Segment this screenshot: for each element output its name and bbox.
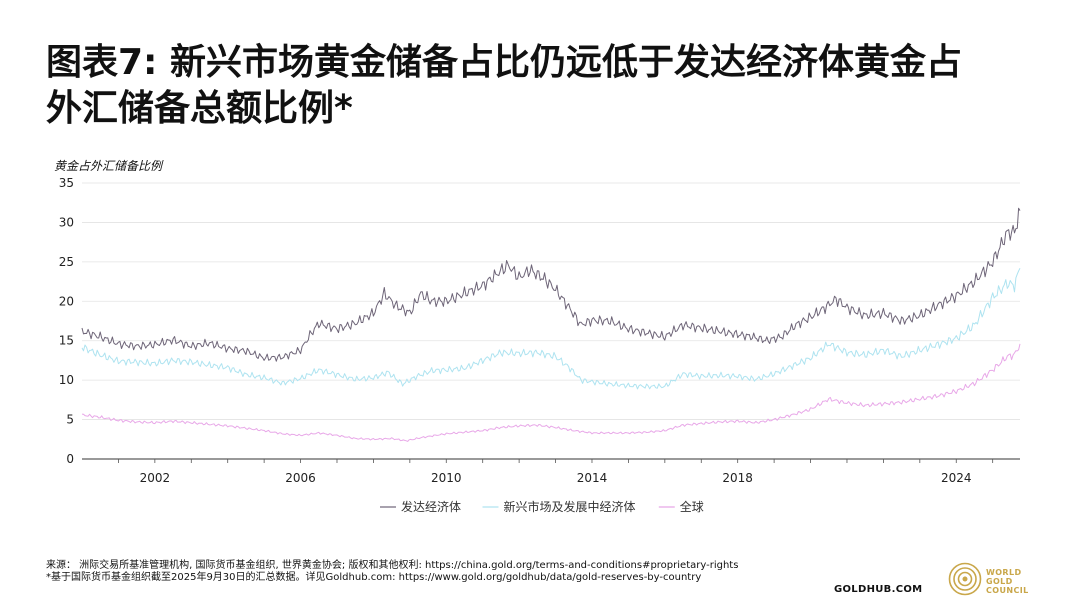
x-tick-label: 2014 [577,471,608,485]
page-title: 图表7: 新兴市场黄金储备占比仍远低于发达经济体黄金占 外汇储备总额比例* [46,40,1056,132]
x-tick-label: 2024 [941,471,972,485]
brand-word-gold: GOLD [986,577,1013,586]
y-tick-label: 20 [59,294,74,308]
source-note: 来源： 洲际交易所基准管理机构, 国际货币基金组织, 世界黄金协会; 版权和其他… [46,560,739,571]
y-tick-label: 25 [59,255,74,269]
x-tick-label: 2006 [285,471,316,485]
legend-label: 全球 [680,499,704,514]
series-line [81,207,1021,362]
legend-label: 发达经济体 [401,499,461,514]
world-gold-council-logo-icon [948,562,982,596]
x-tick-label: 2018 [722,471,753,485]
y-tick-label: 15 [59,334,74,348]
goldhub-link[interactable]: GOLDHUB.COM [834,584,923,595]
brand-word-world: WORLD [986,568,1022,577]
y-axis-label: 黄金占外汇储备比例 [54,159,164,173]
y-tick-label: 10 [59,373,74,387]
y-tick-label: 30 [59,215,74,229]
x-tick-label: 2002 [140,471,171,485]
y-tick-label: 35 [59,176,74,190]
page-title-line-1: 图表7: 新兴市场黄金储备占比仍远低于发达经济体黄金占 [46,42,962,83]
page-title-line-2: 外汇储备总额比例* [46,88,353,129]
y-tick-label: 5 [66,413,74,427]
y-tick-label: 0 [66,452,74,466]
series-line [81,267,1021,390]
brand-word-council: COUNCIL [986,586,1029,595]
world-gold-council-wordmark: WORLD GOLD COUNCIL [986,568,1029,595]
data-note: *基于国际货币基金组织截至2025年9月30日的汇总数据。详见Goldhub.c… [46,572,702,583]
series-line [81,343,1021,442]
legend-label: 新兴市场及发展中经济体 [504,499,636,514]
x-tick-label: 2010 [431,471,462,485]
